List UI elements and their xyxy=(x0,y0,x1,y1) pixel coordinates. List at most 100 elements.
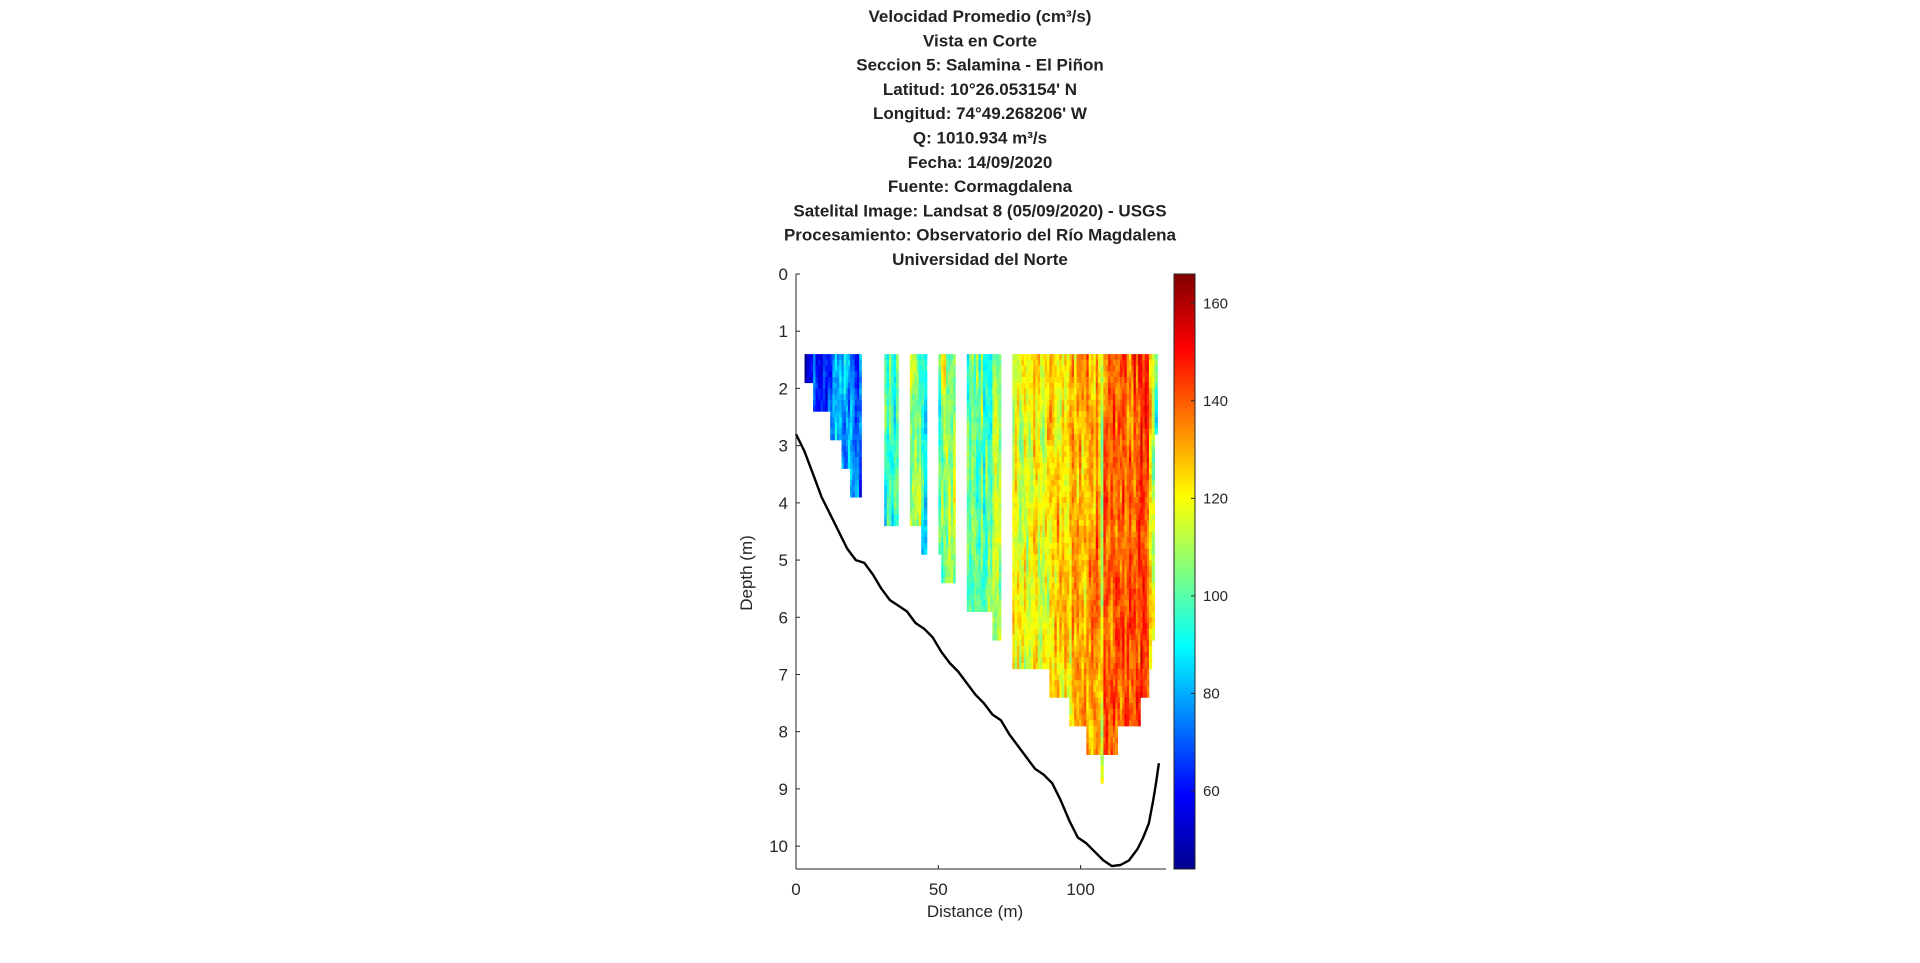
velocity-cell xyxy=(1081,708,1085,715)
velocity-cell xyxy=(978,474,982,481)
velocity-cell xyxy=(1105,479,1109,487)
velocity-cell xyxy=(980,542,984,550)
velocity-cell xyxy=(1071,640,1075,647)
velocity-cell xyxy=(953,571,956,578)
velocity-cell xyxy=(966,560,970,567)
velocity-cell xyxy=(1115,663,1119,670)
velocity-cell xyxy=(1033,371,1036,378)
velocity-cell xyxy=(896,462,899,469)
velocity-cell xyxy=(1023,611,1027,618)
velocity-cell xyxy=(945,359,949,366)
velocity-cell xyxy=(1061,691,1065,698)
velocity-cell xyxy=(1119,680,1123,687)
velocity-cell xyxy=(990,600,993,607)
velocity-cell xyxy=(1033,640,1036,647)
velocity-cell xyxy=(1131,634,1134,641)
velocity-cell xyxy=(948,422,952,429)
velocity-cell xyxy=(1059,622,1063,630)
velocity-cell xyxy=(990,417,993,424)
velocity-cell xyxy=(1037,359,1041,366)
velocity-cell xyxy=(1037,388,1041,395)
velocity-cell xyxy=(1037,382,1041,389)
velocity-cell xyxy=(1012,640,1016,647)
velocity-cell xyxy=(1131,376,1134,384)
velocity-cell xyxy=(1105,611,1109,618)
velocity-cell xyxy=(896,439,899,447)
velocity-cell xyxy=(1076,565,1080,572)
velocity-cell xyxy=(1026,605,1029,612)
velocity-cell xyxy=(1021,428,1025,435)
velocity-cell xyxy=(845,411,849,418)
velocity-cell xyxy=(1049,520,1053,527)
velocity-cell xyxy=(884,365,887,372)
velocity-cell xyxy=(1091,399,1094,406)
velocity-cell xyxy=(843,417,847,424)
velocity-cell xyxy=(1081,474,1085,481)
velocity-cell xyxy=(1023,600,1027,607)
velocity-cell xyxy=(1103,411,1107,418)
velocity-cell xyxy=(921,525,925,532)
velocity-cell xyxy=(938,531,942,538)
velocity-cell xyxy=(1069,685,1073,693)
velocity-cell xyxy=(1091,680,1094,687)
velocity-cell xyxy=(1019,468,1022,475)
velocity-cell xyxy=(1086,657,1090,664)
velocity-cell xyxy=(1131,680,1134,687)
velocity-cell xyxy=(998,542,1002,550)
velocity-cell xyxy=(1012,663,1016,670)
velocity-cell xyxy=(884,520,887,527)
velocity-cell xyxy=(830,394,833,401)
velocity-cell xyxy=(1119,417,1123,424)
velocity-cell xyxy=(948,399,952,406)
velocity-cell xyxy=(1066,451,1070,458)
velocity-cell xyxy=(978,371,982,378)
velocity-cell xyxy=(1078,365,1082,372)
velocity-cell xyxy=(1126,359,1130,366)
velocity-cell xyxy=(1071,365,1075,372)
velocity-cell xyxy=(1126,628,1130,635)
velocity-cell xyxy=(1069,657,1073,664)
velocity-cell xyxy=(1098,417,1101,424)
velocity-cell xyxy=(996,571,1000,578)
velocity-cell xyxy=(1014,514,1018,521)
velocity-cell xyxy=(973,359,977,366)
velocity-cell xyxy=(859,445,862,452)
velocity-cell xyxy=(973,514,977,521)
velocity-cell xyxy=(1117,720,1121,727)
velocity-cell xyxy=(1056,594,1060,601)
velocity-cell xyxy=(1059,680,1063,687)
velocity-cell xyxy=(953,491,956,498)
velocity-cell xyxy=(1064,388,1068,395)
velocity-cell xyxy=(1069,548,1073,555)
velocity-cell xyxy=(1105,411,1109,418)
velocity-cell xyxy=(1026,434,1029,441)
velocity-cell xyxy=(1049,594,1053,601)
velocity-cell xyxy=(1012,451,1016,458)
velocity-cell xyxy=(1093,708,1097,715)
velocity-cell xyxy=(1054,457,1058,464)
velocity-cell xyxy=(1012,605,1016,612)
velocity-cell xyxy=(1054,497,1058,504)
velocity-cell xyxy=(1131,468,1134,475)
velocity-cell xyxy=(1054,485,1058,492)
velocity-cell xyxy=(836,365,840,372)
velocity-cell xyxy=(914,485,918,492)
velocity-cell xyxy=(1091,697,1094,704)
velocity-cell xyxy=(1093,748,1097,755)
velocity-cell xyxy=(1133,405,1137,412)
velocity-cell xyxy=(1108,428,1111,435)
velocity-cell xyxy=(973,542,977,550)
velocity-cell xyxy=(1069,588,1073,595)
velocity-cell xyxy=(1119,714,1123,721)
velocity-cell xyxy=(1129,439,1132,447)
velocity-cell xyxy=(1088,697,1092,704)
velocity-cell xyxy=(1056,422,1060,429)
velocity-cell xyxy=(916,497,920,504)
velocity-cell xyxy=(990,605,993,612)
velocity-cell xyxy=(1086,685,1090,693)
velocity-cell xyxy=(914,514,918,521)
velocity-cell xyxy=(1105,657,1109,664)
velocity-cell xyxy=(921,537,925,544)
velocity-cell xyxy=(1112,548,1116,555)
velocity-cell xyxy=(969,508,972,515)
